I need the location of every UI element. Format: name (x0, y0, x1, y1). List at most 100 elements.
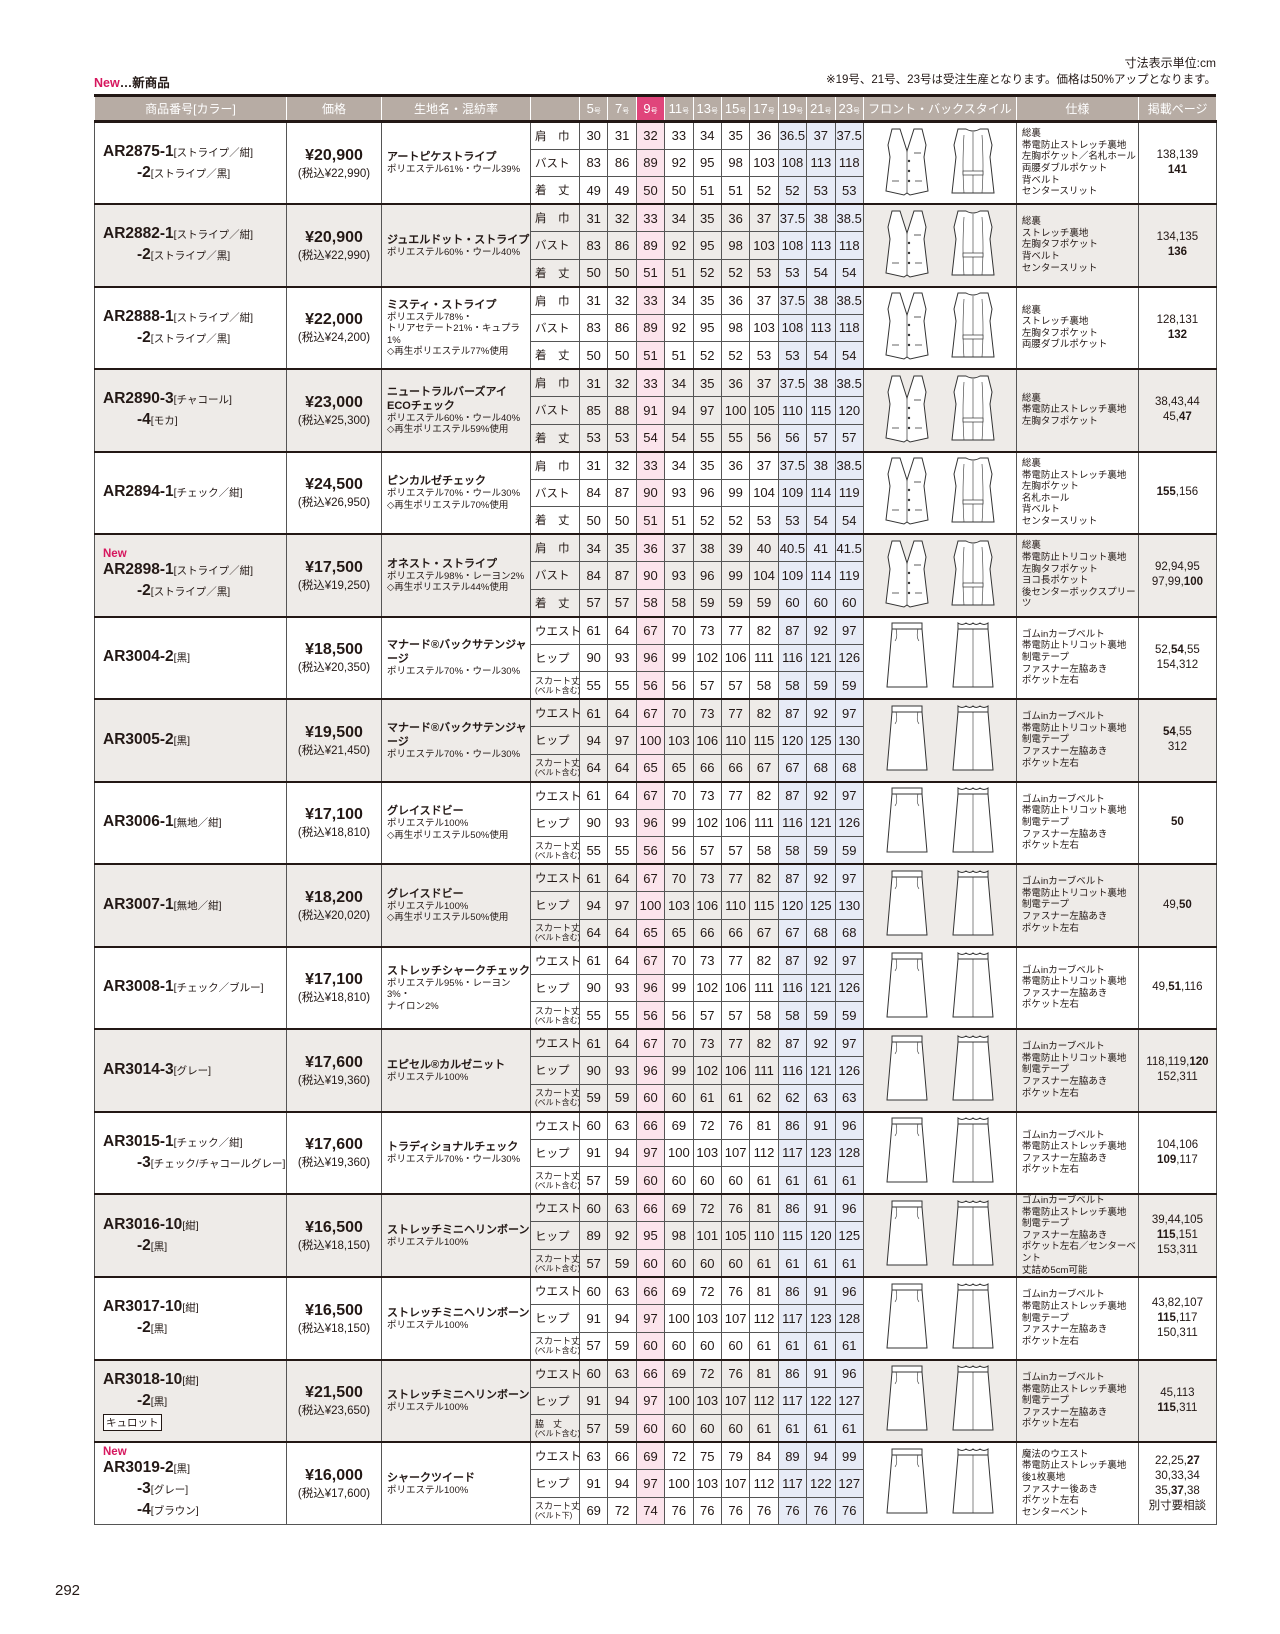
product-cell: AR3008-1[チェック／ブルー] (94, 945, 287, 1030)
page-ref[interactable]: ,116 (1181, 981, 1203, 994)
page-ref[interactable]: 97,99, (1151, 576, 1184, 589)
page-ref[interactable]: 38,43,44 (1155, 396, 1200, 409)
fabric-cell: ニュートラルバーズアイECOチェック ポリエステル60%・ウール40% ◇再生ポリエ… (381, 368, 531, 452)
page-ref-main[interactable]: 115 (1157, 1311, 1176, 1324)
page-ref[interactable]: ,117 (1175, 1311, 1198, 1324)
page-ref[interactable]: 104,106 (1156, 1138, 1199, 1151)
page-ref-main[interactable]: 120 (1189, 1056, 1209, 1069)
measure-label: ヒップ (535, 1395, 570, 1408)
size-value: 68 (806, 918, 836, 947)
size-value: 98 (720, 231, 751, 260)
page-ref[interactable]: 49, (1163, 898, 1179, 911)
size-value: 106 (720, 1056, 751, 1085)
size-value: 95 (692, 313, 722, 342)
page-ref-main[interactable]: 155 (1156, 486, 1176, 499)
size-value: 103 (664, 891, 694, 920)
style-cell (862, 1110, 1017, 1195)
page-ref[interactable]: ,311 (1175, 1401, 1198, 1414)
code-color: [チャコール] (173, 394, 232, 407)
page-ref-main[interactable]: 132 (1167, 328, 1187, 341)
page-ref-main[interactable]: 141 (1167, 164, 1187, 176)
size-value: 50 (607, 506, 637, 535)
page-ref-main[interactable]: 100 (1183, 576, 1203, 589)
size-value: 51 (635, 341, 666, 370)
size-value: 33 (635, 285, 666, 315)
size-value: 60 (635, 1331, 666, 1361)
page-ref[interactable]: 43,82,107 (1151, 1296, 1203, 1309)
spec-item: 総裏 (1021, 128, 1041, 140)
size-value: 109 (777, 478, 808, 507)
size-value: 66 (692, 753, 722, 782)
size-value: 93 (664, 561, 694, 590)
size-value: 32 (607, 368, 637, 397)
page-ref[interactable]: 52, (1155, 643, 1171, 656)
spec-item: 制電テープ (1021, 734, 1069, 746)
page-ref[interactable]: 152,311 (1157, 1071, 1198, 1084)
page-ref[interactable]: 153,311 (1157, 1244, 1198, 1257)
size-value: 72 (692, 1358, 722, 1388)
measure-label-cell: ヒップ (530, 1056, 580, 1085)
table-header: 商品番号[カラー] 価格 生地名・混紡率 5号 7号 9号 11号 13号 15号 17号 19号 2… (94, 94, 1217, 123)
size-value: 61 (806, 1166, 836, 1195)
size-value: 68 (834, 918, 864, 947)
page-ref[interactable]: ,55 (1175, 726, 1192, 739)
product-code: -2[黒] (103, 1318, 286, 1339)
page-ref[interactable]: 45,113 (1160, 1386, 1195, 1399)
page-ref-main[interactable]: 136 (1167, 246, 1187, 259)
page-ref[interactable]: 312 (1167, 741, 1187, 754)
page-ref-main[interactable]: 37 (1171, 1484, 1184, 1497)
page-ref[interactable]: 134,135 (1156, 231, 1199, 244)
page-ref[interactable]: ,151 (1175, 1229, 1198, 1242)
size-value: 31 (578, 285, 609, 315)
page-ref[interactable]: 150,311 (1157, 1326, 1198, 1339)
size-value: 37.5 (777, 285, 808, 315)
code-color: [ストライプ／黒] (150, 250, 231, 263)
page-ref[interactable]: 49, (1152, 981, 1169, 994)
measure-label: 肩 巾 (535, 378, 570, 390)
page-ref[interactable]: ,156 (1175, 486, 1199, 499)
page-ref[interactable]: 39,44,105 (1151, 1214, 1203, 1227)
size-value: 97 (635, 1469, 666, 1498)
spec-item: ポケット左右 (1021, 999, 1079, 1011)
page-ref[interactable]: ,117 (1176, 1153, 1198, 1166)
page-ref-main[interactable]: 50 (1171, 816, 1184, 829)
page-ref-main[interactable]: 109 (1157, 1153, 1177, 1166)
size-value: 58 (777, 671, 808, 700)
code-number: -2 (137, 328, 151, 346)
page-ref-main[interactable]: 51 (1168, 981, 1182, 994)
page-line: 104,106 (1139, 1138, 1216, 1153)
spec-item: 帯電防止トリコット裏地 (1021, 640, 1127, 652)
size-value: 37 (749, 368, 779, 397)
page-ref[interactable]: 22,25, (1155, 1454, 1187, 1467)
size-value: 96 (635, 1056, 666, 1085)
page-ref[interactable]: 154,312 (1156, 658, 1199, 671)
size-value: 62 (777, 1083, 808, 1112)
page-ref-main[interactable]: 50 (1179, 898, 1192, 911)
page-ref[interactable]: 138,139 (1156, 149, 1199, 161)
page-ref[interactable]: 別寸要相談 (1148, 1499, 1207, 1512)
page-ref[interactable]: 30,33,34 (1155, 1469, 1200, 1482)
page-ref-main[interactable]: 47 (1179, 411, 1192, 424)
price-cell: ¥23,000 (税込¥25,300) (286, 368, 382, 452)
page-ref[interactable]: 45, (1163, 411, 1179, 424)
size-value: 60 (635, 1248, 666, 1278)
page-ref-main[interactable]: 27 (1187, 1454, 1200, 1467)
page-ref[interactable]: 35, (1155, 1484, 1171, 1497)
page-ref-main[interactable]: 115 (1156, 1229, 1176, 1242)
page-ref[interactable]: 118,119, (1146, 1056, 1190, 1069)
page-ref-main[interactable]: 54 (1171, 643, 1184, 656)
page-ref[interactable]: ,55 (1183, 643, 1200, 656)
page-ref-main[interactable]: 115 (1157, 1401, 1176, 1414)
measure-label: バスト (535, 322, 570, 335)
page-ref[interactable]: 92,94,95 (1155, 561, 1200, 574)
code-color: [無地／紺] (173, 899, 222, 912)
measure-label-cell: ヒップ (530, 1469, 580, 1498)
table-row: バスト 84 87 90 93 96 99 104 109 114 119 (95, 478, 1217, 507)
page-ref-main[interactable]: 54 (1163, 726, 1176, 739)
size-value: 38 (806, 368, 836, 397)
size-value: 93 (607, 808, 637, 837)
page-ref[interactable]: ,38 (1183, 1484, 1200, 1497)
page-ref[interactable]: 128,131 (1156, 313, 1199, 326)
size-value: 52 (720, 506, 751, 535)
code-color: [チェック／紺] (173, 1136, 243, 1149)
